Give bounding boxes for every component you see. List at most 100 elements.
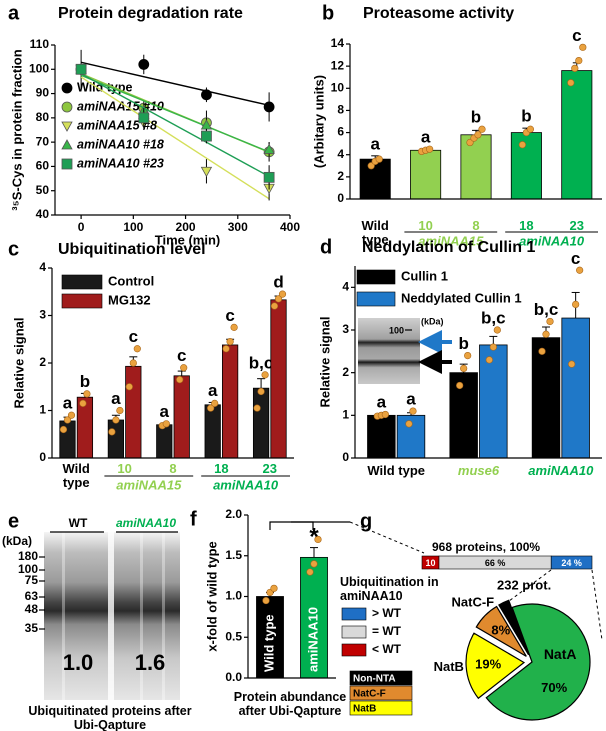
y-tick-label: 0 xyxy=(39,450,46,464)
connector xyxy=(591,569,603,641)
replicate-point xyxy=(278,290,287,298)
chart-title: Ubiquitination level xyxy=(58,241,206,258)
replicate-point xyxy=(270,302,279,310)
replicate-point xyxy=(381,410,389,419)
marker-label: 75 xyxy=(25,573,39,587)
panel-letter: b xyxy=(322,2,334,24)
legend-label: Neddylated Cullin 1 xyxy=(401,290,522,305)
group-label: amiNAA10 xyxy=(519,233,585,248)
slice-name: NatB xyxy=(434,659,464,674)
x-tick-label: Wild type xyxy=(62,461,90,490)
replicate-point xyxy=(464,352,472,360)
slice-name: NatC-F xyxy=(452,595,495,610)
replicate-point xyxy=(466,138,474,147)
replicate-point xyxy=(426,145,434,153)
replicate-point xyxy=(579,43,587,51)
chart-title: 232 prot. xyxy=(497,577,551,592)
bar xyxy=(449,372,478,459)
y-tick-label: 2 xyxy=(337,169,344,183)
legend-label: > WT xyxy=(372,606,402,620)
y-axis-label: x-fold of wild type xyxy=(204,541,219,652)
legend-label: NatC-F xyxy=(353,689,386,700)
replicate-point xyxy=(489,343,497,351)
legend-label: amiNAA10 #18 xyxy=(77,137,164,151)
replicate-point xyxy=(310,560,318,568)
y-tick-label: 0.0 xyxy=(225,670,242,684)
bar xyxy=(561,317,590,459)
y-tick-label: 6 xyxy=(337,125,344,139)
legend-marker xyxy=(61,139,73,150)
marker-label: 63 xyxy=(25,589,39,603)
significance-letter: b xyxy=(80,372,90,391)
x-tick-label: 10 xyxy=(418,218,433,233)
significance-letter: b xyxy=(471,108,481,127)
replicate-point xyxy=(478,125,486,133)
y-axis-label: Relative signal xyxy=(11,317,26,408)
replicate-point xyxy=(116,406,124,415)
y-tick-label: 70 xyxy=(36,134,50,148)
trend-line xyxy=(80,73,270,178)
replicate-point xyxy=(474,131,482,139)
bar xyxy=(510,132,542,200)
pie-slice xyxy=(475,605,527,657)
legend-label: < WT xyxy=(372,642,402,656)
bar xyxy=(270,299,287,459)
replicate-point xyxy=(575,57,583,65)
point xyxy=(263,171,275,183)
unit-label: (kDa) xyxy=(2,534,32,548)
replicate-point xyxy=(460,364,468,373)
x-tick-label: 400 xyxy=(280,220,300,234)
replicate-point xyxy=(456,381,464,390)
y-tick-label: 0 xyxy=(337,191,344,205)
segment-label: 24 % xyxy=(561,558,582,568)
y-tick-label: 10 xyxy=(331,80,345,94)
y-tick-label: 3 xyxy=(342,322,349,336)
slice-label: 19% xyxy=(475,656,501,671)
significance-letter: c xyxy=(572,26,581,45)
y-tick-label: 1 xyxy=(39,403,46,417)
legend-label: NatB xyxy=(353,704,376,715)
trend-line xyxy=(80,61,270,107)
panel-letter: g xyxy=(360,510,372,532)
y-tick-label: 1 xyxy=(342,408,349,422)
legend-label: Non-NTA xyxy=(353,674,396,685)
significance-letter: a xyxy=(421,128,431,147)
bar xyxy=(252,387,270,459)
y-tick-label: 14 xyxy=(331,36,345,50)
replicate-point xyxy=(129,359,137,367)
replicate-point xyxy=(222,345,230,353)
replicate-point xyxy=(230,323,238,331)
replicate-point xyxy=(485,356,493,364)
x-tick-label: 18 xyxy=(214,461,229,476)
trend-line xyxy=(80,74,270,153)
replicate-point xyxy=(257,387,265,396)
replicate-point xyxy=(274,295,283,303)
legend-swatch xyxy=(341,625,367,639)
blot-gap xyxy=(108,532,114,700)
segment-label: 66 % xyxy=(485,558,506,568)
x-tick-label: 23 xyxy=(262,461,278,476)
marker-label: 35 xyxy=(25,621,39,635)
replicate-point xyxy=(83,390,91,398)
connector xyxy=(349,521,425,554)
replicate-point xyxy=(270,584,278,592)
trend-line xyxy=(80,76,270,200)
replicate-point xyxy=(125,383,133,391)
replicate-point xyxy=(526,125,535,133)
legend-marker xyxy=(61,82,73,94)
replicate-point xyxy=(180,364,188,372)
replicate-point xyxy=(253,404,261,412)
x-tick-label: muse6 xyxy=(457,463,500,478)
point xyxy=(201,89,212,101)
x-tick-label: 23 xyxy=(569,218,585,233)
bar xyxy=(531,337,561,459)
x-tick-label: 200 xyxy=(176,220,196,234)
replicate-point xyxy=(493,326,501,334)
significance-letter: c xyxy=(225,306,234,325)
replicate-point xyxy=(226,338,234,346)
legend-swatch xyxy=(349,700,413,716)
x-tick-label: Wild type xyxy=(367,463,425,478)
y-tick-label: 1.5 xyxy=(225,548,242,562)
y-tick-label: 90 xyxy=(36,86,50,100)
